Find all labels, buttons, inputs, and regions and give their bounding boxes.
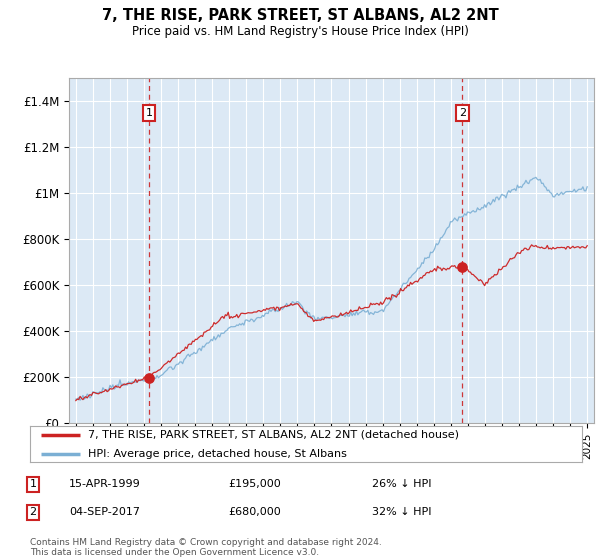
Point — [144, 374, 154, 382]
Text: HPI: Average price, detached house, St Albans: HPI: Average price, detached house, St A… — [88, 449, 347, 459]
Text: £680,000: £680,000 — [228, 507, 281, 517]
Text: 32% ↓ HPI: 32% ↓ HPI — [372, 507, 431, 517]
Text: 1: 1 — [145, 108, 152, 118]
Text: 2: 2 — [29, 507, 37, 517]
Text: 1: 1 — [29, 479, 37, 489]
Text: Price paid vs. HM Land Registry's House Price Index (HPI): Price paid vs. HM Land Registry's House … — [131, 25, 469, 38]
Text: 7, THE RISE, PARK STREET, ST ALBANS, AL2 2NT (detached house): 7, THE RISE, PARK STREET, ST ALBANS, AL2… — [88, 430, 459, 440]
Text: 26% ↓ HPI: 26% ↓ HPI — [372, 479, 431, 489]
Text: 7, THE RISE, PARK STREET, ST ALBANS, AL2 2NT: 7, THE RISE, PARK STREET, ST ALBANS, AL2… — [101, 8, 499, 24]
Text: 15-APR-1999: 15-APR-1999 — [69, 479, 141, 489]
Text: £195,000: £195,000 — [228, 479, 281, 489]
Text: 2: 2 — [458, 108, 466, 118]
Text: Contains HM Land Registry data © Crown copyright and database right 2024.
This d: Contains HM Land Registry data © Crown c… — [30, 538, 382, 557]
Text: 04-SEP-2017: 04-SEP-2017 — [69, 507, 140, 517]
Point — [457, 262, 467, 271]
